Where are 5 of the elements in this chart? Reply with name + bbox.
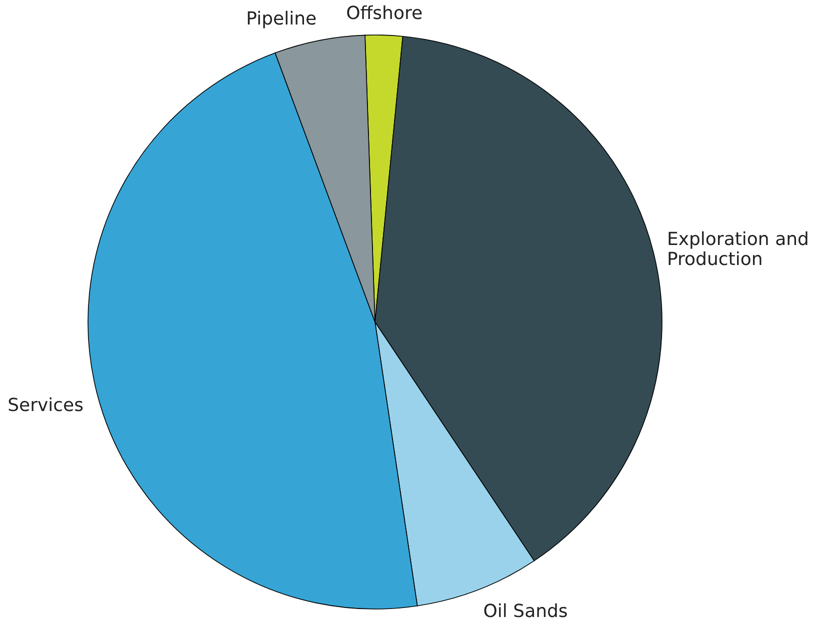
slice-label: Services — [8, 394, 84, 416]
slice-label: Offshore — [346, 3, 423, 24]
slice-label: Oil Sands — [483, 600, 568, 622]
slice-label: Pipeline — [246, 8, 317, 30]
slice-label: Exploration and Production — [666, 228, 809, 270]
